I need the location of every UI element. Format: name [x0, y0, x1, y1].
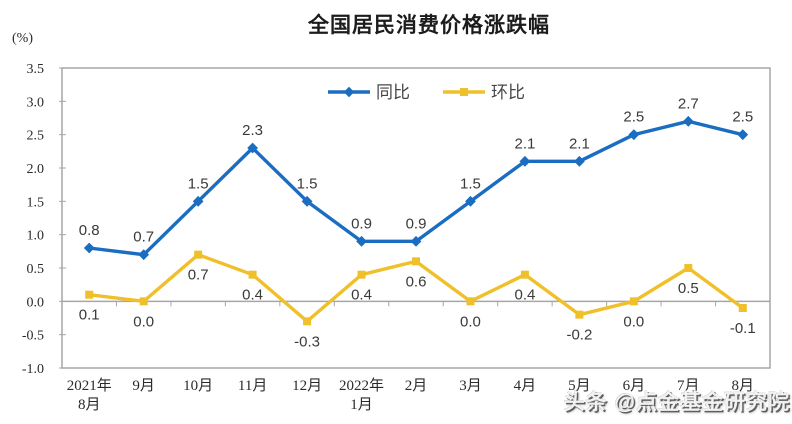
data-label: 0.4 [514, 287, 535, 304]
chart-title: 全国居民消费价格涨跌幅 [308, 14, 550, 37]
x-tick-label: 6月 [623, 378, 646, 394]
data-label: 1.5 [297, 175, 318, 192]
data-label: -0.1 [730, 320, 756, 337]
data-label: 0.9 [351, 215, 372, 232]
y-tick-label: 3.5 [27, 62, 45, 77]
x-tick-label: 1月 [350, 397, 373, 413]
x-tick-label: 9月 [132, 378, 155, 394]
data-label: 0.7 [133, 229, 154, 246]
x-tick-label: 2021年 [67, 377, 112, 394]
x-tick-label: 3月 [459, 378, 482, 394]
data-label: -0.3 [294, 333, 320, 350]
series-data-labels-0: 0.8 0.7 1.5 2.3 1.5 0.9 0.9 1.5 2.1 2.1 2.5 2.7 2.5 [79, 95, 753, 245]
x-tick-label: 5月 [568, 378, 591, 394]
series-markers-1 [85, 250, 747, 326]
y-tick-label: 0.0 [27, 295, 45, 310]
y-tick-label: 1.0 [27, 229, 45, 244]
y-tick-label: 2.0 [27, 162, 45, 177]
legend-item-1: 环比 [443, 83, 525, 102]
data-label: 2.1 [569, 135, 590, 152]
x-tick-label: 7月 [677, 378, 700, 394]
x-tick-label: 2022年 [339, 377, 384, 394]
data-label: 2.7 [678, 95, 699, 112]
y-tick-label: 1.5 [27, 195, 45, 210]
series-data-labels-1: 0.1 0.0 0.7 0.4 -0.3 0.4 0.6 0.0 0.4 -0.2 0.0 0.5 -0… [79, 267, 756, 351]
data-label: 0.0 [623, 313, 644, 330]
plot-border [61, 67, 771, 369]
legend-label: 同比 [376, 83, 410, 102]
data-label: 2.3 [242, 122, 263, 139]
data-label: 0.4 [351, 287, 372, 304]
x-tick-label: 8月 [732, 378, 755, 394]
legend-item-0: 同比 [328, 83, 410, 102]
legend-label: 环比 [491, 83, 525, 102]
data-label: 0.0 [460, 313, 481, 330]
series-markers-0 [83, 115, 749, 261]
x-tick-label: 2月 [405, 378, 428, 394]
y-tick-label: 0.5 [27, 262, 45, 277]
data-label: 0.6 [406, 273, 427, 290]
y-tick-label: -0.5 [22, 329, 44, 344]
y-axis-ticks: 3.5 3.0 2.5 2.0 1.5 1.0 0.5 0.0 -0.5 -1.0 [22, 62, 66, 377]
data-label: -0.2 [566, 327, 592, 344]
data-label: 0.9 [406, 215, 427, 232]
x-tick-label: 10月 [183, 378, 213, 394]
data-label: 0.0 [133, 313, 154, 330]
data-label: 2.1 [514, 135, 535, 152]
y-axis-unit-label: (%) [12, 31, 33, 46]
x-axis-labels: 2021年 8月 9月 10月 11月 12月 2022年 1月 2月 3月 4月 5月 6月 7月 8月 [67, 377, 754, 413]
y-tick-label: 3.0 [27, 95, 45, 110]
data-label: 0.8 [79, 222, 100, 239]
legend: 同比 环比 [328, 83, 525, 102]
data-label: 0.4 [242, 287, 263, 304]
data-label: 0.5 [678, 280, 699, 297]
data-label: 1.5 [460, 175, 481, 192]
data-label: 2.5 [732, 109, 753, 126]
legend-marker-icon [343, 86, 355, 98]
x-tick-label: 11月 [238, 378, 267, 394]
legend-marker-icon [460, 88, 468, 96]
x-tick-label: 4月 [514, 378, 537, 394]
data-label: 1.5 [188, 175, 209, 192]
x-tick-label: 12月 [292, 378, 322, 394]
data-label: 2.5 [623, 109, 644, 126]
x-tick-label: 8月 [78, 397, 101, 413]
data-label: 0.1 [79, 307, 100, 324]
watermark: 头条 @点金基金研究院 [563, 391, 790, 414]
x-axis-ticks [115, 301, 717, 307]
data-label: 0.7 [188, 267, 209, 284]
y-tick-label: 2.5 [27, 129, 45, 144]
y-tick-label: -1.0 [22, 362, 44, 377]
